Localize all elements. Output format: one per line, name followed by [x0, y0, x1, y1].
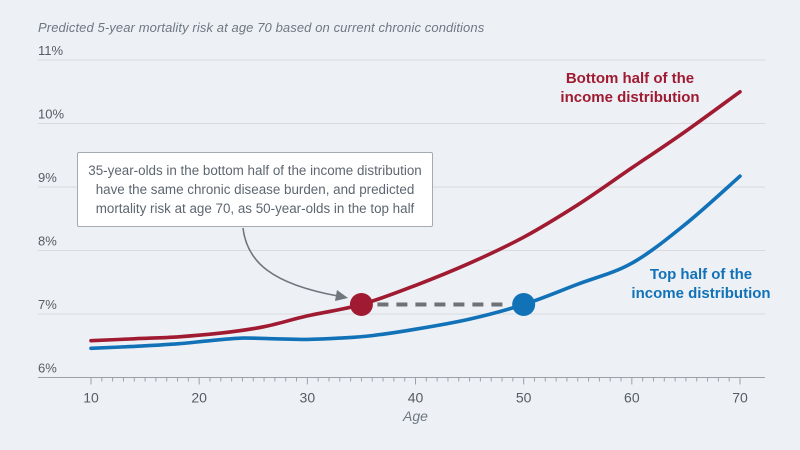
x-tick-label: 20 — [191, 390, 207, 406]
line-top-half — [89, 174, 742, 351]
x-tick-label: 50 — [516, 390, 532, 406]
annotation-arrow-icon — [242, 227, 348, 301]
annotation-line-3: mortality risk at age 70, as 50-year-old… — [95, 201, 415, 216]
y-tick-label: 7% — [38, 297, 57, 312]
annotation-line-2: have the same chronic disease burden, an… — [95, 182, 415, 197]
x-tick-label: 30 — [300, 390, 316, 406]
x-axis — [38, 377, 765, 385]
x-tick-label: 10 — [83, 390, 99, 406]
x-tick-labels: 10 20 30 40 50 60 70 — [83, 390, 748, 406]
annotation-callout: 35-year-olds in the bottom half of the i… — [77, 152, 433, 227]
y-tick-label: 9% — [38, 170, 57, 185]
x-tick-label: 60 — [624, 390, 640, 406]
annotation-line-1: 35-year-olds in the bottom half of the i… — [88, 163, 422, 178]
series-label-top-half: Top half of the income distribution — [631, 266, 771, 302]
x-tick-label: 40 — [408, 390, 424, 406]
series-label-bottom-half: Bottom half of the income distribution — [560, 70, 700, 106]
marker-age-50 — [512, 292, 536, 316]
line-bottom-half — [89, 90, 742, 343]
y-tick-label: 11% — [38, 43, 63, 58]
y-tick-label: 10% — [38, 107, 64, 122]
marker-age-35 — [349, 292, 373, 316]
y-tick-labels: 6% 7% 8% 9% 10% 11% — [38, 43, 64, 376]
x-tick-label: 70 — [732, 390, 748, 406]
figure-subtitle: Predicted 5-year mortality risk at age 7… — [38, 20, 485, 35]
y-tick-label: 8% — [38, 234, 57, 249]
x-axis-title: Age — [403, 408, 428, 424]
y-tick-label: 6% — [38, 361, 57, 376]
